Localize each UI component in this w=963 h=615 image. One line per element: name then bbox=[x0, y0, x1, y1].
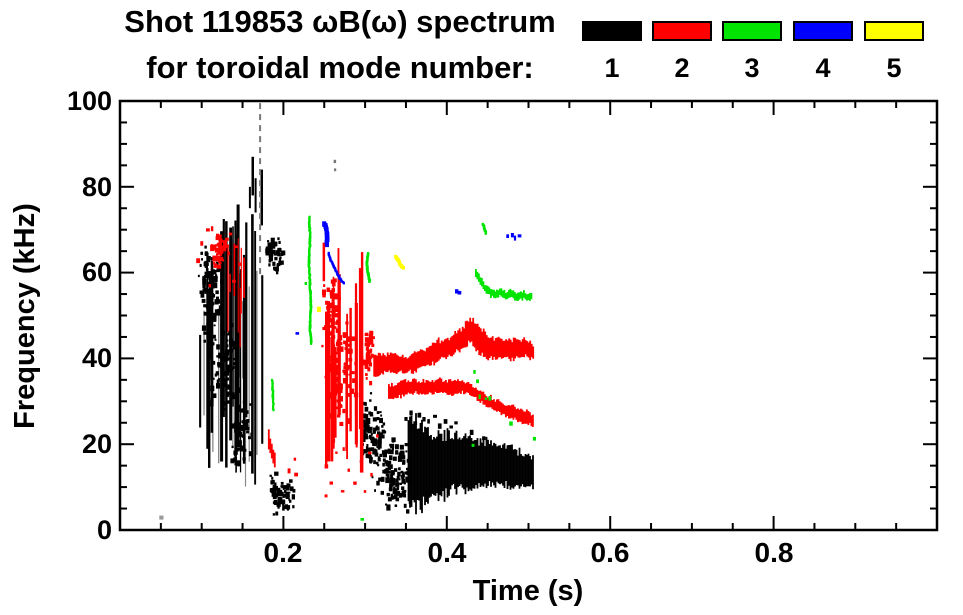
x-tick-label-0.2: 0.2 bbox=[263, 537, 303, 568]
legend-swatch-mode4 bbox=[793, 21, 853, 41]
x-tick-label-0.6: 0.6 bbox=[590, 537, 630, 568]
spectrogram-marks-mode2 bbox=[373, 317, 535, 377]
legend-label-mode5: 5 bbox=[886, 53, 902, 83]
spectrogram-marks-mode1 bbox=[248, 186, 251, 209]
spectrogram-marks-mode5 bbox=[394, 254, 405, 270]
spectrogram-marks-mode1 bbox=[260, 169, 263, 226]
chart-title-line2: for toroidal mode number: bbox=[146, 50, 534, 85]
spectrogram-marks-mode1 bbox=[381, 437, 400, 511]
spectrogram-marks-mode2 bbox=[210, 233, 230, 269]
legend-label-mode3: 3 bbox=[744, 53, 760, 83]
legend-swatch-mode5 bbox=[864, 21, 924, 41]
x-tick-label-0.8: 0.8 bbox=[754, 537, 794, 568]
legend-label-mode2: 2 bbox=[674, 53, 690, 83]
spectrogram-marks-mode2 bbox=[322, 242, 326, 282]
legend-label-mode4: 4 bbox=[815, 53, 831, 83]
spectrogram-marks-mode5 bbox=[316, 306, 321, 312]
spectrogram-marks-mode2 bbox=[321, 278, 341, 348]
spectrogram-marks-mode4 bbox=[322, 221, 330, 248]
spectrogram-marks-mode1 bbox=[159, 515, 164, 520]
spectrogram-marks-mode4 bbox=[327, 251, 345, 285]
spectrogram-marks-mode1 bbox=[251, 156, 254, 196]
spectrogram-marks-mode2 bbox=[227, 238, 245, 348]
spectrogram-marks-mode2 bbox=[362, 330, 375, 386]
spectrogram-marks-mode2 bbox=[388, 377, 534, 427]
y-tick-label-60: 60 bbox=[81, 257, 112, 287]
spectrogram-marks-mode1 bbox=[407, 413, 534, 515]
axes-layer bbox=[118, 99, 939, 532]
spectrogram-marks-mode1 bbox=[209, 317, 240, 411]
spectrogram-marks-mode1 bbox=[361, 392, 375, 459]
spectrogram-marks-mode1 bbox=[333, 159, 337, 172]
y-tick-label-100: 100 bbox=[66, 86, 112, 116]
spectrogram-marks-mode3 bbox=[270, 378, 275, 412]
x-axis-title: Time (s) bbox=[472, 575, 584, 607]
spectrogram-marks-mode1 bbox=[254, 178, 257, 213]
spectrogram-marks-mode1 bbox=[394, 443, 414, 514]
spectrogram-data-layer bbox=[159, 103, 536, 521]
spectrogram-marks-mode2 bbox=[267, 429, 276, 468]
legend-swatch-mode2 bbox=[652, 21, 712, 41]
spectrogram-marks-mode3 bbox=[304, 282, 536, 521]
chart-title-line1: Shot 119853 ωB(ω) spectrum bbox=[124, 4, 556, 39]
y-tick-label-20: 20 bbox=[81, 429, 112, 459]
spectrogram-marks-mode2 bbox=[324, 434, 379, 498]
y-tick-label-40: 40 bbox=[81, 343, 112, 373]
spectrogram-marks-mode2 bbox=[287, 457, 298, 477]
spectrogram-marks-mode1 bbox=[269, 471, 279, 498]
legend-swatch-mode3 bbox=[722, 21, 782, 41]
y-tick-label-0: 0 bbox=[96, 515, 112, 545]
spectrogram-marks-mode1 bbox=[259, 103, 262, 275]
spectrogram-marks-mode1 bbox=[265, 240, 277, 267]
spectrogram-marks-mode4 bbox=[295, 233, 522, 335]
x-tick-label-0.4: 0.4 bbox=[427, 537, 467, 568]
legend-label-mode1: 1 bbox=[604, 53, 620, 83]
y-tick-label-80: 80 bbox=[81, 172, 112, 202]
spectrogram-marks-mode3 bbox=[475, 269, 533, 301]
spectrogram-marks-mode3 bbox=[307, 215, 313, 345]
spectrogram-marks-mode3 bbox=[365, 252, 372, 283]
spectrogram-marks-mode1 bbox=[197, 245, 215, 302]
legend-swatch-mode1 bbox=[582, 21, 642, 41]
spectrogram-marks-mode1 bbox=[230, 392, 254, 467]
spectrogram-marks-mode3 bbox=[481, 222, 488, 235]
spectrogram-marks-mode1 bbox=[270, 237, 286, 275]
